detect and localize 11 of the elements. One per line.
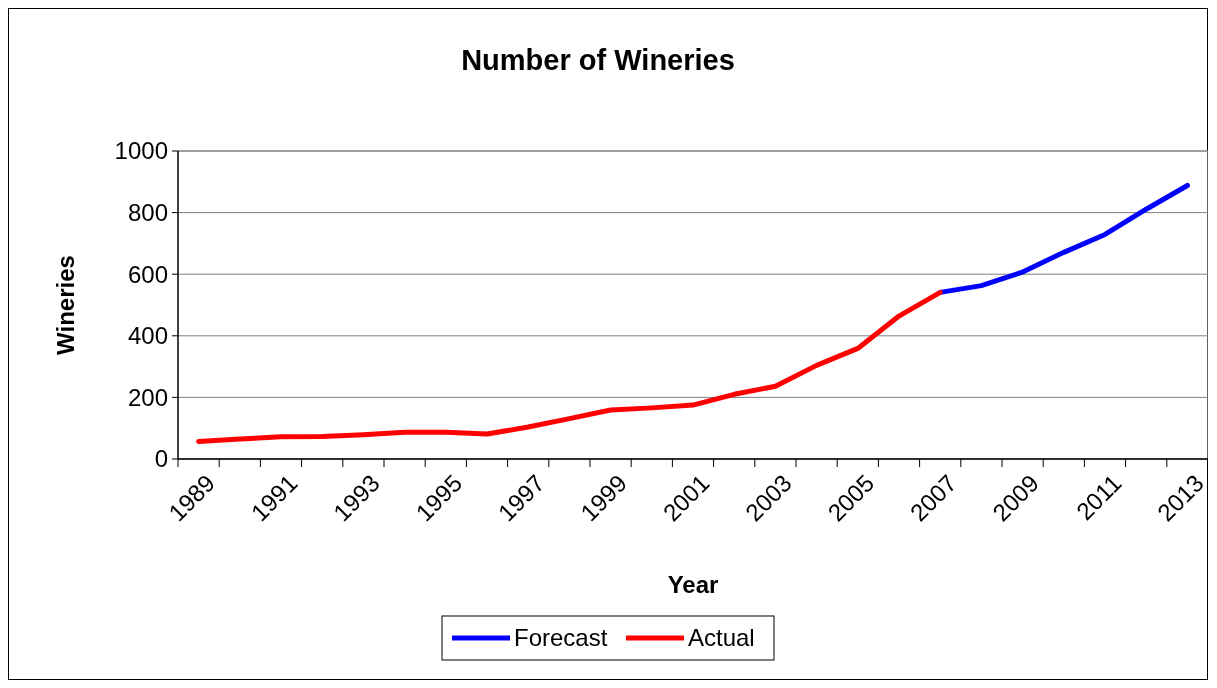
legend-label: Forecast <box>514 624 608 652</box>
x-axis-title: Year <box>667 571 719 598</box>
y-tick-label: 800 <box>127 199 168 226</box>
y-tick-label: 200 <box>127 383 168 411</box>
y-tick-label: 0 <box>154 445 168 473</box>
y-tick-label: 400 <box>127 322 168 350</box>
chart-title: Number of Wineries <box>461 44 735 76</box>
y-tick-label: 1000 <box>114 137 168 165</box>
legend-label: Actual <box>688 624 755 652</box>
y-tick-label: 600 <box>127 260 168 288</box>
y-axis-title: Wineries <box>52 255 79 355</box>
